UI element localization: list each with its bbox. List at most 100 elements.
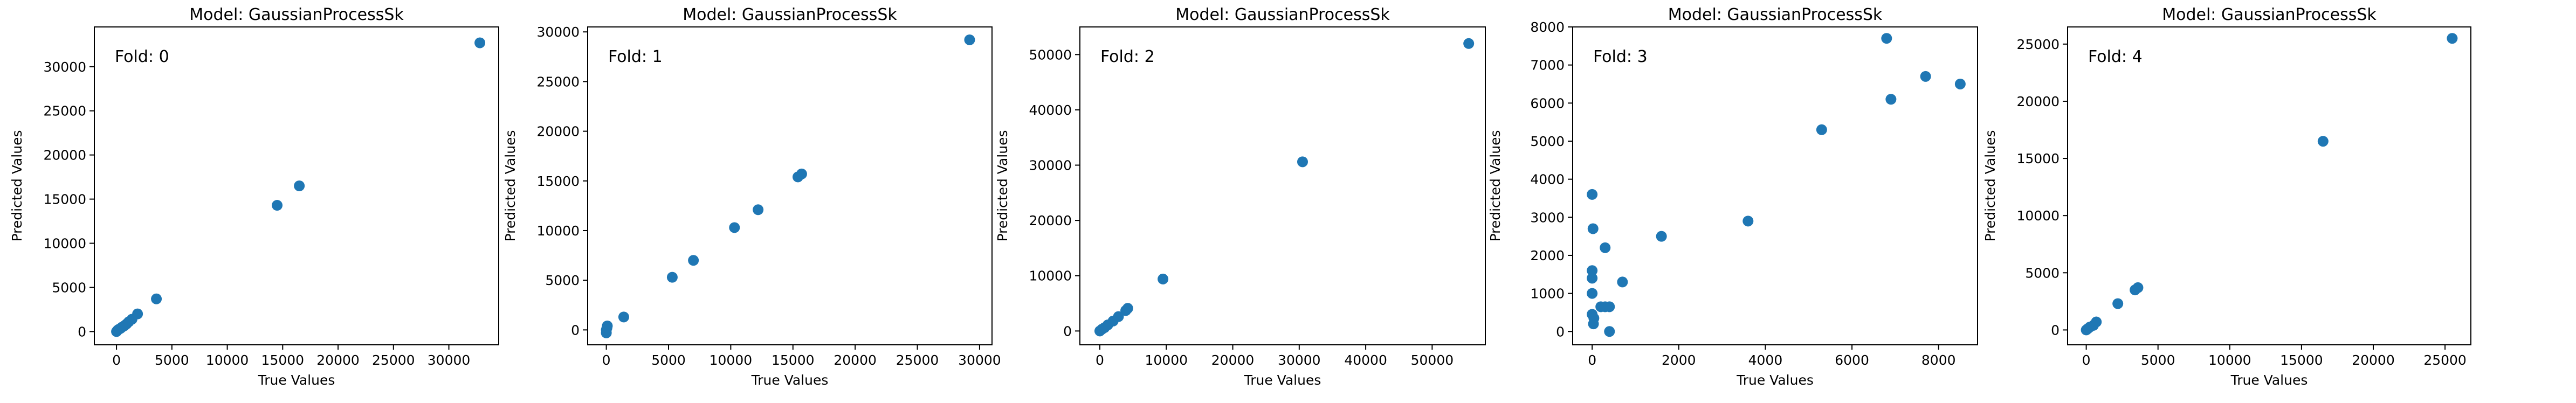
y-tick-label: 0 <box>2051 322 2060 338</box>
data-point <box>1122 303 1133 314</box>
plot-frame <box>1572 26 1978 345</box>
data-point <box>753 204 764 216</box>
y-tick-label: 40000 <box>1029 102 1072 118</box>
y-axis-label: Predicted Values <box>1982 130 1998 242</box>
y-tick-label: 30000 <box>43 59 86 75</box>
y-tick-label: 2000 <box>1530 248 1565 263</box>
y-tick-label: 20000 <box>536 124 580 140</box>
fold-annotation: Fold: 2 <box>1100 47 1155 66</box>
plot-frame <box>94 26 499 345</box>
data-point <box>964 34 975 45</box>
data-point <box>1113 311 1124 322</box>
x-tick-label: 10000 <box>2208 352 2251 368</box>
y-tick-label: 30000 <box>1029 158 1072 173</box>
y-tick-label: 15000 <box>536 173 580 189</box>
x-tick-label: 5000 <box>155 352 189 368</box>
y-tick-label: 8000 <box>1530 19 1565 35</box>
x-tick-label: 30000 <box>1278 352 1321 368</box>
data-point <box>1297 156 1308 168</box>
y-tick-label: 6000 <box>1530 95 1565 111</box>
data-point <box>1600 242 1611 253</box>
data-point <box>294 180 305 191</box>
y-tick-label: 15000 <box>43 192 86 207</box>
x-tick-label: 10000 <box>710 352 753 368</box>
x-tick-label: 6000 <box>1835 352 1869 368</box>
chart-title: Model: GaussianProcessSk <box>683 5 897 24</box>
fold-annotation: Fold: 0 <box>115 47 169 66</box>
x-tick-label: 15000 <box>261 352 305 368</box>
x-tick-label: 5000 <box>2141 352 2175 368</box>
data-point <box>666 272 678 283</box>
data-point <box>1881 33 1892 44</box>
x-tick-label: 25000 <box>896 352 939 368</box>
y-tick-label: 25000 <box>43 103 86 119</box>
y-tick-label: 0 <box>1063 323 1072 339</box>
x-tick-label: 0 <box>1096 352 1104 368</box>
data-point <box>1656 231 1667 242</box>
y-tick-label: 30000 <box>536 24 580 40</box>
data-point <box>1587 265 1598 276</box>
y-tick-label: 5000 <box>52 280 86 295</box>
fold-annotation: Fold: 1 <box>608 47 663 66</box>
fold-annotation: Fold: 4 <box>2088 47 2143 66</box>
data-point <box>688 255 699 266</box>
x-axis-label: True Values <box>1736 372 1814 388</box>
x-axis-label: True Values <box>258 372 335 388</box>
data-point <box>1463 38 1475 49</box>
x-axis-label: True Values <box>2230 372 2308 388</box>
data-point <box>602 320 613 331</box>
y-tick-label: 10000 <box>1029 268 1072 284</box>
y-tick-label: 3000 <box>1530 210 1565 225</box>
x-tick-label: 15000 <box>2280 352 2323 368</box>
plot-frame <box>2067 26 2471 345</box>
y-axis-label: Predicted Values <box>995 130 1010 242</box>
x-tick-label: 0 <box>112 352 121 368</box>
x-tick-label: 8000 <box>1921 352 1956 368</box>
y-tick-label: 5000 <box>545 273 580 288</box>
data-point <box>1617 276 1628 288</box>
data-point <box>1742 216 1754 227</box>
data-point <box>729 222 740 233</box>
y-tick-label: 20000 <box>43 148 86 163</box>
x-tick-label: 0 <box>602 352 611 368</box>
plot-frame <box>587 26 993 345</box>
x-tick-label: 30000 <box>958 352 1001 368</box>
y-tick-label: 0 <box>571 322 580 338</box>
x-tick-label: 30000 <box>428 352 471 368</box>
x-tick-label: 4000 <box>1748 352 1783 368</box>
x-tick-label: 15000 <box>772 352 815 368</box>
x-tick-label: 20000 <box>1211 352 1255 368</box>
chart-panel-3: Model: GaussianProcessSk 0 2000 4000 6000 800… <box>1487 5 1978 388</box>
y-tick-label: 5000 <box>1530 134 1565 149</box>
y-tick-label: 25000 <box>536 74 580 89</box>
x-tick-label: 10000 <box>206 352 249 368</box>
data-point <box>1587 288 1598 299</box>
x-tick-label: 20000 <box>834 352 877 368</box>
y-tick-label: 20000 <box>2016 94 2060 109</box>
x-axis-label: True Values <box>751 372 829 388</box>
y-tick-label: 10000 <box>43 236 86 252</box>
chart-panel-0: Model: GaussianProcessSk 0 5000 10000 15000 2… <box>9 5 499 388</box>
y-tick-label: 15000 <box>2016 151 2060 166</box>
x-tick-label: 2000 <box>1662 352 1696 368</box>
y-tick-label: 10000 <box>536 223 580 239</box>
data-point <box>1587 189 1598 200</box>
data-point <box>2447 33 2458 44</box>
x-tick-label: 0 <box>2082 352 2091 368</box>
x-tick-label: 20000 <box>316 352 360 368</box>
data-point <box>2317 136 2329 147</box>
y-tick-label: 0 <box>1556 324 1565 339</box>
data-point <box>132 308 143 319</box>
x-tick-label: 40000 <box>1344 352 1387 368</box>
y-axis-label: Predicted Values <box>502 130 518 242</box>
x-tick-label: 0 <box>1588 352 1596 368</box>
data-point <box>1587 223 1599 234</box>
data-point <box>2112 298 2124 309</box>
y-tick-label: 10000 <box>2016 208 2060 224</box>
data-point <box>1920 71 1931 82</box>
y-axis-label: Predicted Values <box>9 130 25 242</box>
data-point <box>2091 316 2102 328</box>
plot-frame <box>1079 26 1486 345</box>
data-point <box>618 311 629 323</box>
data-point <box>272 200 283 211</box>
